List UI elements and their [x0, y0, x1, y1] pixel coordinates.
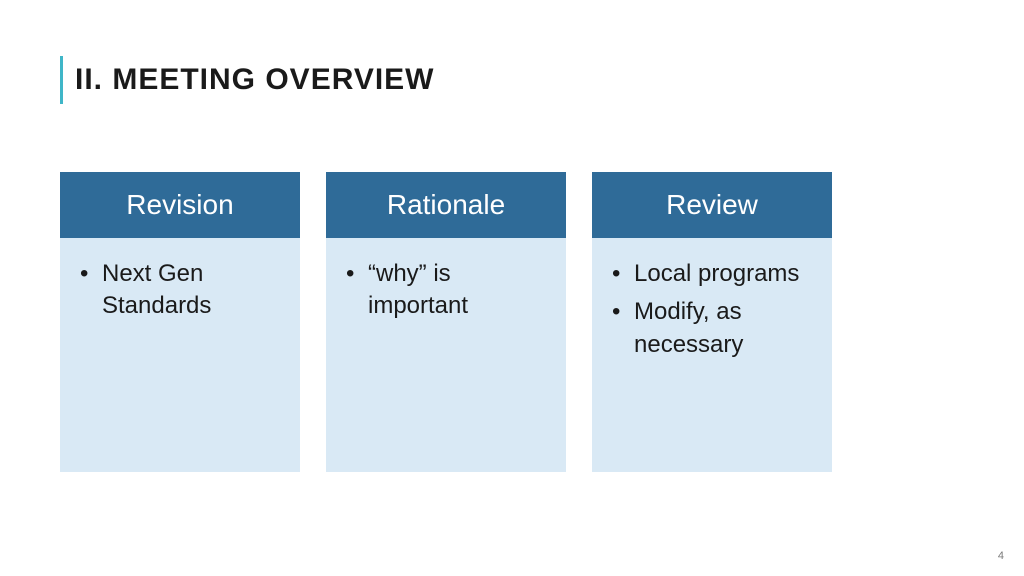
title-container: II. MEETING OVERVIEW — [60, 56, 435, 104]
page-number: 4 — [998, 550, 1004, 562]
list-item: Next Gen Standards — [78, 258, 282, 323]
list-item: Modify, as necessary — [610, 296, 814, 361]
columns-container: Revision Next Gen Standards Rationale “w… — [60, 172, 832, 472]
card-header: Review — [592, 172, 832, 238]
bullet-list: “why” is important — [344, 258, 548, 323]
card-revision: Revision Next Gen Standards — [60, 172, 300, 472]
card-review: Review Local programs Modify, as necessa… — [592, 172, 832, 472]
list-item: “why” is important — [344, 258, 548, 323]
slide-title: II. MEETING OVERVIEW — [75, 63, 435, 97]
card-body: “why” is important — [326, 238, 566, 472]
bullet-list: Local programs Modify, as necessary — [610, 258, 814, 361]
card-header: Rationale — [326, 172, 566, 238]
title-accent-bar — [60, 56, 63, 104]
card-body: Next Gen Standards — [60, 238, 300, 472]
card-body: Local programs Modify, as necessary — [592, 238, 832, 472]
bullet-list: Next Gen Standards — [78, 258, 282, 323]
card-rationale: Rationale “why” is important — [326, 172, 566, 472]
card-header: Revision — [60, 172, 300, 238]
list-item: Local programs — [610, 258, 814, 290]
